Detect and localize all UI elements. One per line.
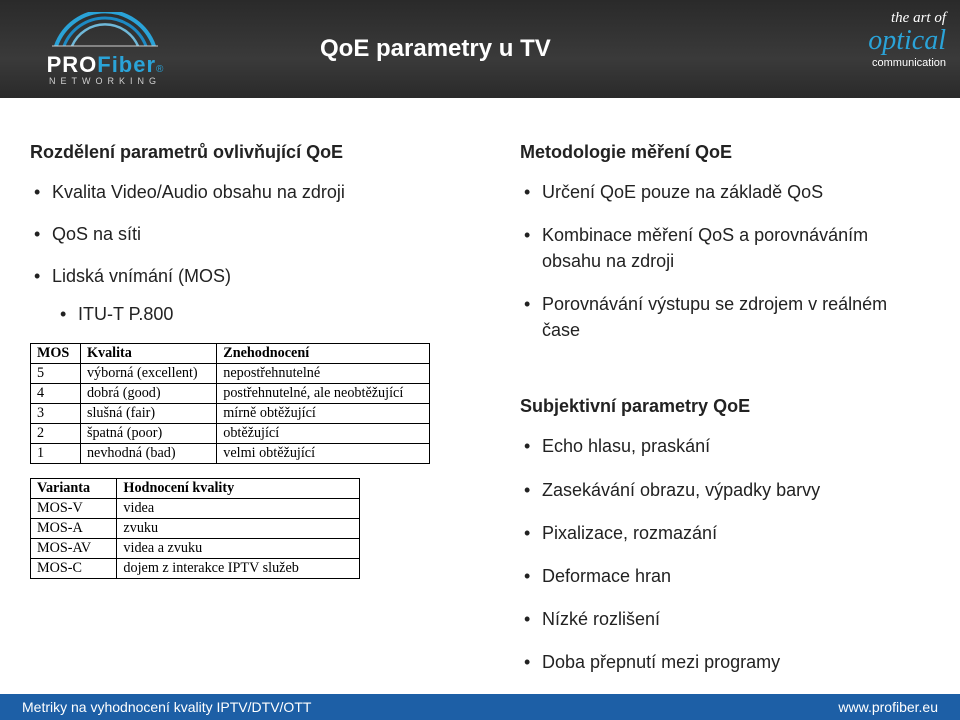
table-row: Varianta Hodnocení kvality <box>31 479 360 499</box>
bullet-item: Lidská vnímání (MOS) ITU-T P.800 <box>52 263 520 327</box>
cell: videa <box>117 499 360 519</box>
cell: slušná (fair) <box>80 404 216 424</box>
cell: 2 <box>31 424 81 444</box>
bullet-item: Porovnávání výstupu se zdrojem v reálném… <box>542 291 930 343</box>
spacer <box>520 360 930 396</box>
tagline: the art of optical communication <box>868 10 946 69</box>
table-row: 2špatná (poor)obtěžující <box>31 424 430 444</box>
cell: dojem z interakce IPTV služeb <box>117 559 360 579</box>
cell: 5 <box>31 364 81 384</box>
footer-left-text: Metriky na vyhodnocení kvality IPTV/DTV/… <box>22 699 311 715</box>
table-row: 5výborná (excellent)nepostřehnutelné <box>31 364 430 384</box>
cell: 1 <box>31 444 81 464</box>
subjective-bullets: Echo hlasu, praskání Zasekávání obrazu, … <box>520 433 930 675</box>
th-hodnoceni: Hodnocení kvality <box>117 479 360 499</box>
bullet-item: Doba přepnutí mezi programy <box>542 649 930 675</box>
tagline-line3: communication <box>868 57 946 69</box>
th-mos: MOS <box>31 344 81 364</box>
tagline-the: the <box>891 10 913 26</box>
bullet-item: Zasekávání obrazu, výpadky barvy <box>542 477 930 503</box>
tagline-art: art <box>913 10 931 26</box>
cell: mírně obtěžující <box>217 404 430 424</box>
cell: MOS-A <box>31 519 117 539</box>
right-heading-2: Subjektivní parametry QoE <box>520 396 930 417</box>
tagline-line2: optical <box>868 27 946 55</box>
cell: MOS-AV <box>31 539 117 559</box>
table-row: MOS-Vvidea <box>31 499 360 519</box>
header: PROFiber® NETWORKING QoE parametry u TV … <box>0 0 960 98</box>
logo-fiber: Fiber <box>97 52 156 78</box>
tables-area: MOS Kvalita Znehodnocení 5výborná (excel… <box>30 343 520 579</box>
content: Rozdělení parametrů ovlivňující QoE Kval… <box>0 98 960 692</box>
table-row: MOS-Azvuku <box>31 519 360 539</box>
table-row: MOS-AVvidea a zvuku <box>31 539 360 559</box>
cell: MOS-C <box>31 559 117 579</box>
cell: videa a zvuku <box>117 539 360 559</box>
bullet-item: Kombinace měření QoS a porovnáváním obsa… <box>542 222 930 274</box>
cell: velmi obtěžující <box>217 444 430 464</box>
bullet-item: Deformace hran <box>542 563 930 589</box>
cell: postřehnutelné, ale neobtěžující <box>217 384 430 404</box>
page-title: QoE parametry u TV <box>320 35 551 63</box>
mos-table: MOS Kvalita Znehodnocení 5výborná (excel… <box>30 343 430 464</box>
left-column: Rozdělení parametrů ovlivňující QoE Kval… <box>30 142 520 692</box>
logo: PROFiber® NETWORKING <box>0 12 190 86</box>
logo-text: PROFiber® <box>47 52 164 78</box>
bullet-item: Nízké rozlišení <box>542 606 930 632</box>
cell: nevhodná (bad) <box>80 444 216 464</box>
th-varianta: Varianta <box>31 479 117 499</box>
right-column: Metodologie měření QoE Určení QoE pouze … <box>520 142 930 692</box>
footer: Metriky na vyhodnocení kvality IPTV/DTV/… <box>0 694 960 720</box>
sub-bullets: ITU-T P.800 <box>52 301 520 327</box>
th-znehodnoceni: Znehodnocení <box>217 344 430 364</box>
cell: 3 <box>31 404 81 424</box>
cell: výborná (excellent) <box>80 364 216 384</box>
cell: špatná (poor) <box>80 424 216 444</box>
logo-pro: PRO <box>47 52 98 78</box>
tagline-of: of <box>931 10 946 26</box>
bullet-item: Kvalita Video/Audio obsahu na zdroji <box>52 179 520 205</box>
bullet-item: Pixalizace, rozmazání <box>542 520 930 546</box>
cell: 4 <box>31 384 81 404</box>
cell: nepostřehnutelné <box>217 364 430 384</box>
cell: MOS-V <box>31 499 117 519</box>
logo-reg: ® <box>156 64 163 75</box>
table-row: 4dobrá (good)postřehnutelné, ale neobtěž… <box>31 384 430 404</box>
logo-arc-icon <box>50 12 160 50</box>
logo-subtitle: NETWORKING <box>49 76 161 86</box>
left-heading: Rozdělení parametrů ovlivňující QoE <box>30 142 520 163</box>
footer-right-url: www.profiber.eu <box>838 699 938 715</box>
bullet-label: Lidská vnímání (MOS) <box>52 266 231 286</box>
table-row: 3slušná (fair)mírně obtěžující <box>31 404 430 424</box>
cell: dobrá (good) <box>80 384 216 404</box>
cell: zvuku <box>117 519 360 539</box>
variant-table: Varianta Hodnocení kvality MOS-Vvidea MO… <box>30 478 360 579</box>
methodology-bullets: Určení QoE pouze na základě QoS Kombinac… <box>520 179 930 343</box>
bullet-item: QoS na síti <box>52 221 520 247</box>
table-row: 1nevhodná (bad)velmi obtěžující <box>31 444 430 464</box>
table-row: MOS Kvalita Znehodnocení <box>31 344 430 364</box>
sub-bullet-item: ITU-T P.800 <box>78 301 520 327</box>
table-row: MOS-Cdojem z interakce IPTV služeb <box>31 559 360 579</box>
bullet-item: Echo hlasu, praskání <box>542 433 930 459</box>
bullet-item: Určení QoE pouze na základě QoS <box>542 179 930 205</box>
cell: obtěžující <box>217 424 430 444</box>
left-bullets: Kvalita Video/Audio obsahu na zdroji QoS… <box>30 179 520 327</box>
th-kvalita: Kvalita <box>80 344 216 364</box>
right-heading-1: Metodologie měření QoE <box>520 142 930 163</box>
